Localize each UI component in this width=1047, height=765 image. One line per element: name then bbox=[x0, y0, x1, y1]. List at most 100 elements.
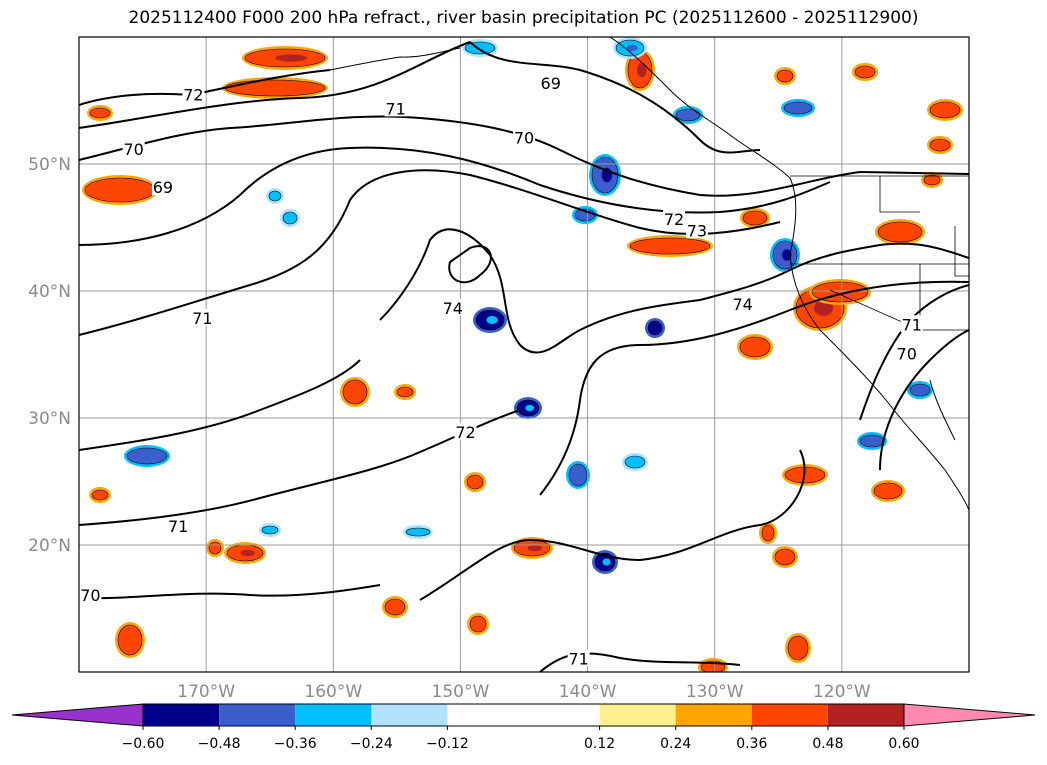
pc-patch-peak bbox=[486, 316, 498, 324]
pc-patch-peak bbox=[527, 544, 542, 552]
pc-patch-core bbox=[208, 541, 222, 555]
pc-patch-core bbox=[384, 598, 406, 616]
contour-label: 69 bbox=[153, 178, 173, 197]
axis-tick-labels: 170°W 160°W 150°W 140°W 130°W 120°W 50°N 40°N 30… bbox=[28, 155, 871, 702]
pc-patch-core bbox=[342, 379, 368, 405]
x-tick-label: 170°W bbox=[177, 682, 235, 702]
pc-patch-peak bbox=[602, 558, 611, 566]
contour-label: 72 bbox=[183, 85, 203, 104]
pc-patch-peak bbox=[275, 54, 307, 62]
contour-label: 73 bbox=[687, 221, 707, 240]
colorbar-tick-label: −0.36 bbox=[274, 736, 317, 752]
x-tick-label: 160°W bbox=[304, 682, 362, 702]
pc-patch-core bbox=[629, 237, 711, 255]
contour-label: 74 bbox=[733, 295, 753, 314]
pc-patch-core bbox=[854, 65, 876, 79]
border-path bbox=[954, 226, 969, 277]
pc-patch-core bbox=[89, 107, 111, 119]
precipitation-pc-fill bbox=[82, 37, 963, 672]
pc-patch-core bbox=[877, 221, 923, 243]
contour-line bbox=[79, 169, 781, 336]
colorbar-segment bbox=[295, 704, 372, 726]
contour-label: 70 bbox=[123, 140, 143, 159]
contour-label-bg bbox=[539, 73, 562, 91]
colorbar-frame bbox=[142, 703, 905, 727]
pc-patch-core bbox=[742, 210, 768, 226]
pc-patch-core bbox=[126, 447, 168, 465]
pc-patch-core bbox=[647, 320, 663, 336]
contour-label-bg bbox=[895, 344, 918, 362]
contour-line bbox=[79, 359, 361, 451]
pc-patch-core bbox=[261, 525, 279, 535]
pc-patch-core bbox=[929, 101, 961, 119]
contour-label-bg bbox=[441, 298, 464, 316]
pc-patch-peak bbox=[626, 44, 638, 52]
contour-label-bg bbox=[384, 99, 407, 117]
colorbar-tick-label: 0.48 bbox=[812, 736, 843, 752]
contour-label-bg bbox=[513, 128, 535, 146]
pc-patch-core bbox=[282, 211, 298, 225]
contour-label-bg bbox=[151, 178, 174, 196]
contour-label-bg bbox=[663, 209, 686, 227]
pc-patch-peak bbox=[525, 404, 535, 412]
pc-patch-core bbox=[624, 455, 646, 469]
pc-patch-core bbox=[776, 69, 794, 83]
pc-patch-peak bbox=[637, 62, 647, 78]
pc-patch-core bbox=[783, 101, 813, 115]
pc-patch-core bbox=[469, 615, 487, 633]
colorbar-segment bbox=[599, 704, 676, 726]
x-tick-label: 150°W bbox=[432, 682, 490, 702]
colorbar-segment bbox=[371, 704, 448, 726]
colorbar-segment bbox=[447, 704, 600, 726]
pc-patch-core bbox=[675, 108, 701, 122]
pc-patch-core bbox=[739, 336, 771, 358]
pc-patch-core bbox=[859, 434, 885, 448]
contour-line bbox=[448, 245, 492, 284]
colorbar-tick-label: −0.12 bbox=[426, 736, 469, 752]
coastline-path bbox=[329, 47, 461, 71]
contour-label-bg bbox=[122, 140, 145, 158]
pc-patch-peak bbox=[782, 249, 792, 261]
pc-patch-core bbox=[464, 41, 496, 55]
pc-patch-core bbox=[923, 174, 941, 186]
contour-label: 72 bbox=[664, 210, 684, 229]
contour-label: 71 bbox=[385, 99, 405, 118]
coastline-path bbox=[609, 37, 969, 511]
colorbar-tick-label: −0.24 bbox=[350, 736, 393, 752]
refractivity-contours bbox=[79, 41, 969, 672]
colorbar-segment bbox=[827, 704, 904, 726]
pc-patch-core bbox=[568, 463, 588, 487]
pc-patch-core bbox=[774, 548, 796, 566]
pc-patch-core bbox=[268, 190, 282, 202]
pc-patch-core bbox=[909, 383, 931, 397]
pc-patch-core bbox=[117, 624, 143, 656]
contour-label: 71 bbox=[568, 649, 588, 668]
pc-patch-core bbox=[405, 527, 431, 537]
contour-label: 70 bbox=[80, 586, 100, 605]
contour-line bbox=[879, 329, 969, 471]
colorbar-extend-high bbox=[903, 703, 1036, 727]
contour-label-bg bbox=[731, 294, 754, 312]
contour-label-bg bbox=[182, 85, 205, 103]
pc-patch-core bbox=[84, 177, 156, 203]
colorbar: −0.60 −0.48 −0.36 −0.24 −0.12 0.12 0.24 0.36 0.4… bbox=[11, 703, 1036, 752]
contour-line bbox=[539, 280, 969, 496]
colorbar-segment bbox=[219, 704, 296, 726]
colorbar-tick-label: −0.48 bbox=[198, 736, 241, 752]
colorbar-tick-label: 0.60 bbox=[888, 736, 919, 752]
contour-label-bg bbox=[167, 517, 190, 535]
pc-patch-core bbox=[929, 138, 951, 152]
contour-label: 70 bbox=[514, 129, 534, 148]
colorbar-tick-label: 0.36 bbox=[736, 736, 767, 752]
coastline-path bbox=[929, 379, 956, 441]
pc-patch-core bbox=[873, 482, 903, 500]
contour-line bbox=[379, 228, 969, 354]
contour-label: 71 bbox=[902, 315, 922, 334]
pc-patch-core bbox=[224, 79, 326, 97]
colorbar-segment bbox=[143, 704, 220, 726]
chart-title: 2025112400 F000 200 hPa refract., river … bbox=[128, 8, 919, 28]
colorbar-tick-label: 0.24 bbox=[660, 736, 691, 752]
contour-line bbox=[79, 115, 969, 197]
